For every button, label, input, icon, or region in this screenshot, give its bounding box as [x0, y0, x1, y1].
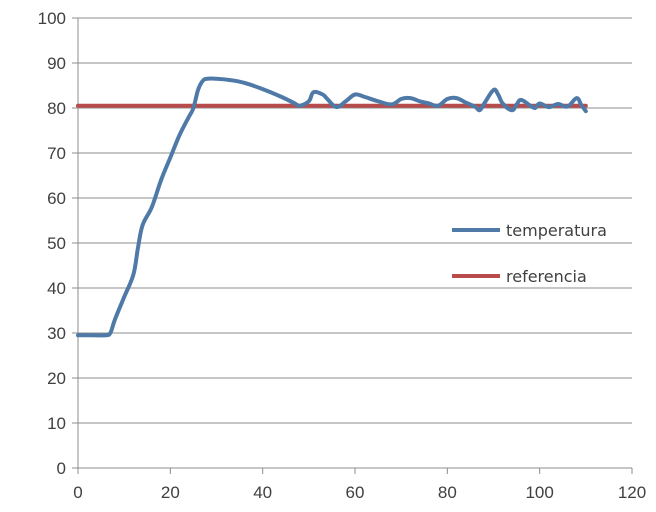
y-tick-label: 30	[47, 324, 66, 343]
legend-label-temperatura: temperatura	[506, 221, 607, 240]
y-tick-label: 0	[57, 459, 66, 478]
y-tick-label: 50	[47, 234, 66, 253]
x-tick-label: 0	[73, 483, 82, 502]
series-lines	[76, 76, 588, 338]
y-tick-label: 10	[47, 414, 66, 433]
legend-label-referencia: referencia	[506, 267, 587, 286]
x-tick-label: 20	[161, 483, 180, 502]
x-tick-label: 60	[346, 483, 365, 502]
x-tick-label: 100	[525, 483, 553, 502]
series-line-temperatura	[76, 76, 588, 338]
y-tick-label: 90	[47, 54, 66, 73]
y-tick-label: 60	[47, 189, 66, 208]
x-tick-label: 120	[618, 483, 646, 502]
axes: 0 10 20 30 40 50 60 70 80 90 100 0 20 40 60 80 100 120	[38, 9, 647, 502]
x-tick-label: 80	[438, 483, 457, 502]
y-tick-label: 70	[47, 144, 66, 163]
y-tick-label: 20	[47, 369, 66, 388]
y-tick-label: 80	[47, 99, 66, 118]
y-tick-label: 100	[38, 9, 66, 28]
y-tick-label: 40	[47, 279, 66, 298]
x-tick-label: 40	[253, 483, 272, 502]
legend: temperatura referencia	[452, 221, 607, 286]
